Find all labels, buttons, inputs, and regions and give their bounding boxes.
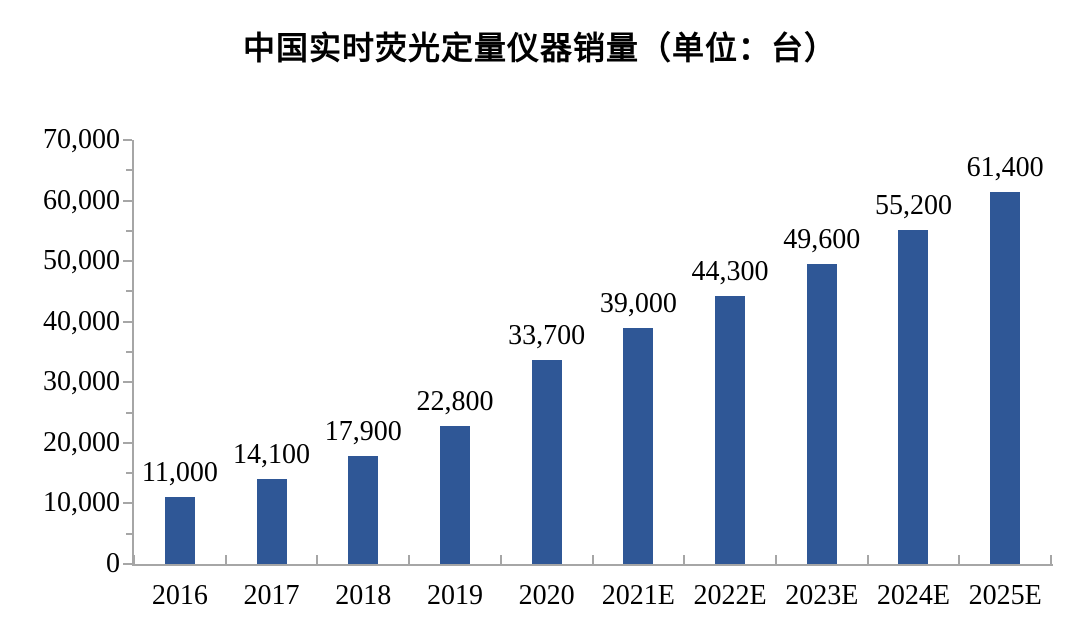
bar [256,478,287,564]
x-tick [774,555,777,564]
bar-value-label: 39,000 [599,287,677,319]
y-tick-label: 60,000 [43,184,120,216]
x-tick [133,555,135,564]
x-tick [316,555,319,564]
x-axis-label: 2020 [518,580,575,611]
x-tick [408,555,411,564]
y-tick [123,320,132,323]
x-axis-label: 2023E [785,580,859,611]
bar [531,359,562,564]
bar-value-label: 44,300 [691,255,769,287]
y-tick [126,229,132,232]
bar [898,229,929,564]
bar-value-label: 11,000 [141,457,218,489]
x-axis-line [132,564,1053,566]
x-axis-label: 2021E [601,580,675,611]
bar [164,497,195,564]
x-tick [683,555,686,564]
bar-value-label: 33,700 [508,319,586,351]
y-tick [123,441,132,444]
bar-value-label: 49,600 [783,223,861,255]
y-axis-line [132,140,134,566]
chart-title: 中国实时荧光定量仪器销量（单位：台） [242,30,837,66]
bar [990,192,1021,564]
bar [806,263,837,564]
y-tick [123,381,132,384]
x-axis-label: 2018 [335,580,392,611]
y-tick [126,351,132,353]
y-tick-label: 30,000 [43,366,120,398]
bar-value-label: 14,100 [233,438,311,470]
y-tick [123,139,132,141]
x-tick [591,555,594,564]
bar-value-label: 17,900 [324,415,402,447]
y-tick-label: 40,000 [43,305,120,337]
y-tick [126,169,132,172]
x-axis-label: 2017 [243,580,300,611]
bar [623,327,654,564]
x-axis-label: 2022E [693,580,767,611]
y-tick [126,411,132,414]
bar [439,425,470,564]
y-tick-label: 10,000 [43,487,120,519]
y-tick-label: 70,000 [43,124,120,155]
y-tick [123,563,132,565]
x-axis-label: 2016 [151,580,208,611]
x-tick [499,555,502,564]
x-tick [1050,555,1052,564]
bar [348,455,379,564]
x-tick [958,555,961,564]
y-tick-label: 0 [106,548,120,579]
y-tick [123,502,132,505]
y-tick [126,532,132,535]
bar-value-label: 55,200 [874,189,952,221]
y-tick-label: 20,000 [43,426,120,458]
bar [715,295,746,564]
x-axis-label: 2019 [426,580,483,611]
y-tick [123,199,132,202]
bar-value-label: 61,400 [966,152,1044,184]
x-tick [866,555,869,564]
x-axis-label: 2024E [876,580,950,611]
y-tick [126,472,132,475]
x-axis-label: 2025E [968,580,1042,611]
y-tick [126,290,132,293]
y-tick-label: 50,000 [43,245,120,277]
x-tick [224,555,227,564]
y-tick [123,260,132,263]
bar-value-label: 22,800 [416,385,494,417]
